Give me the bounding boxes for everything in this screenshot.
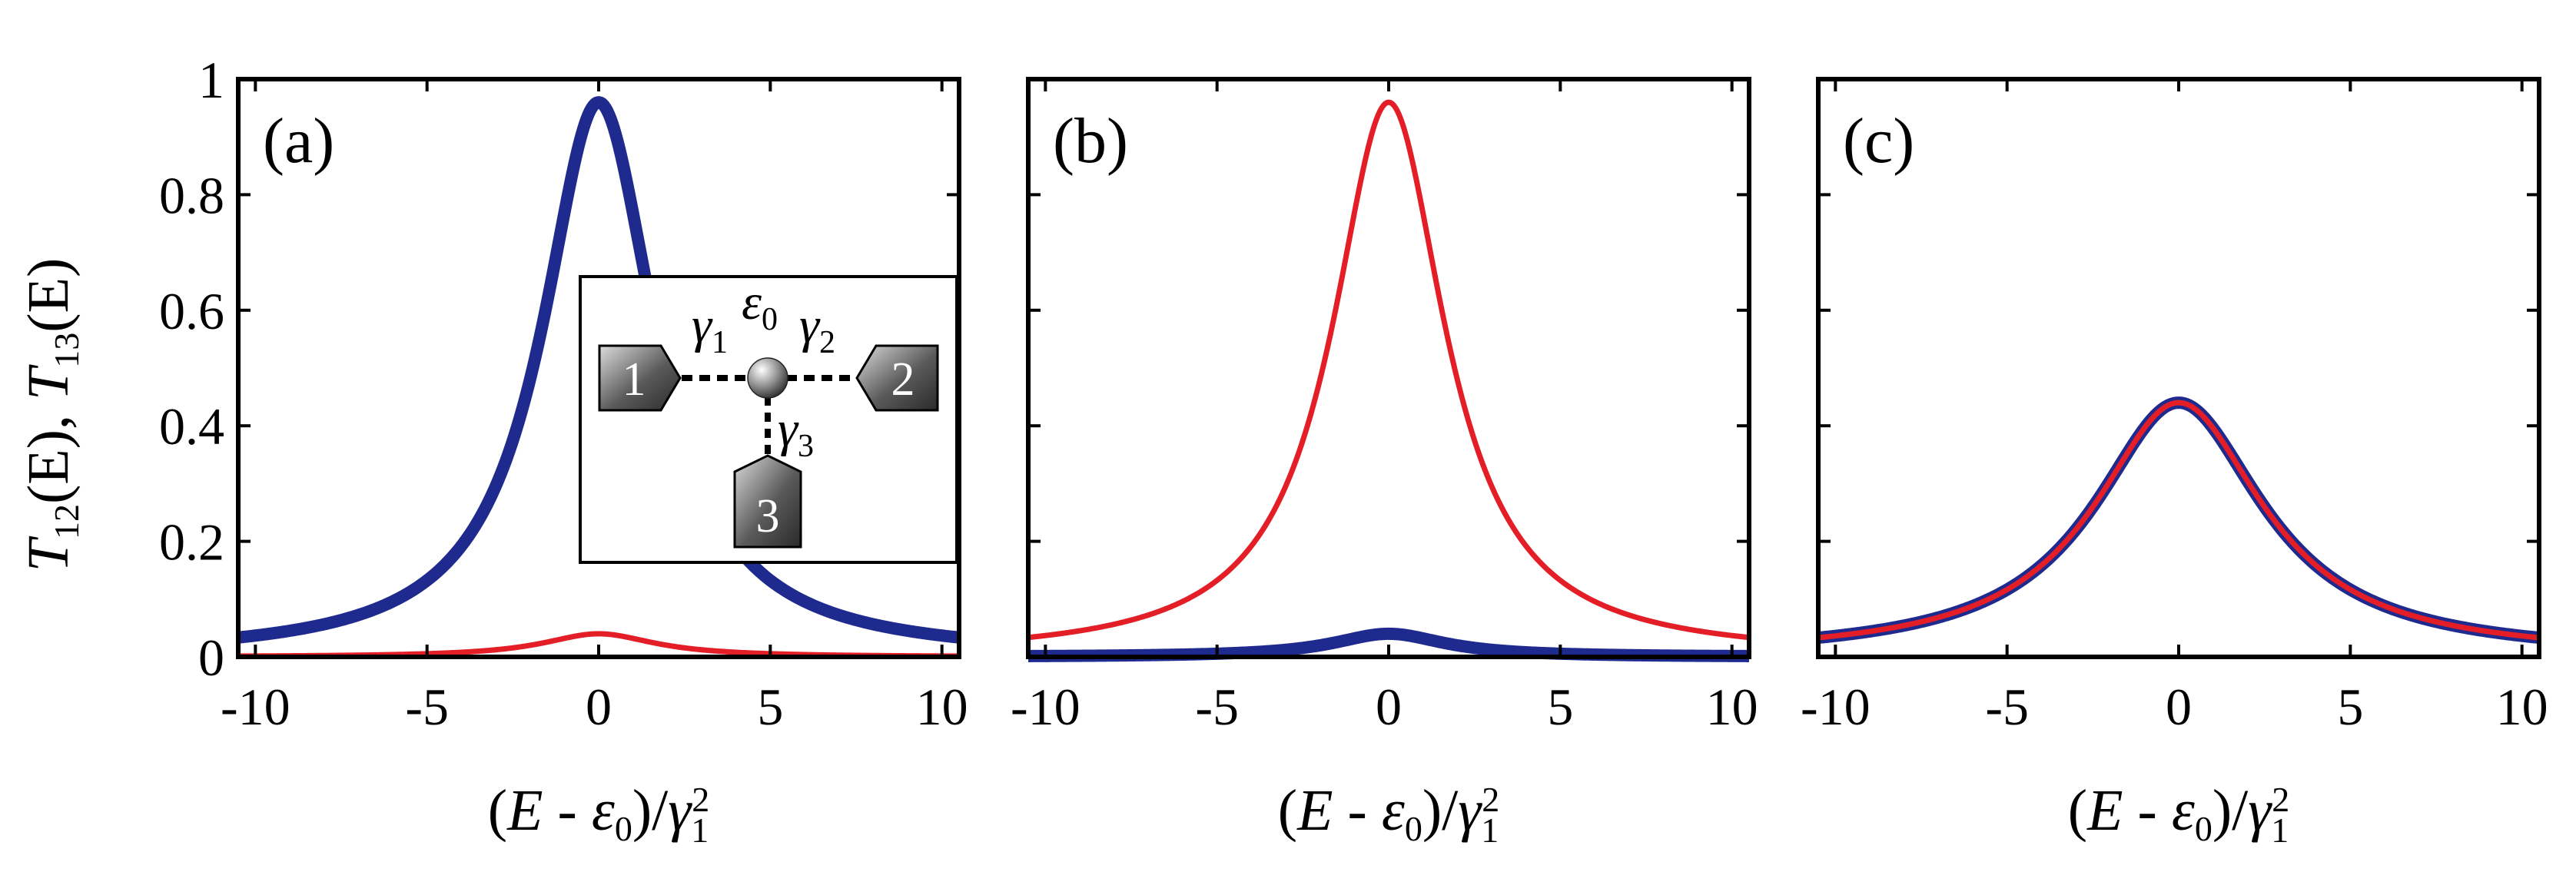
- y-tick-label: 0: [198, 628, 224, 687]
- lead-3-label: 3: [756, 490, 780, 542]
- x-tick-label: 5: [2337, 678, 2363, 736]
- lead-3-shape: [733, 454, 802, 549]
- x-axis-label: (E - ε0)/γ12: [2068, 778, 2289, 850]
- y-label-sep: ,: [16, 400, 81, 429]
- lead-1-label: 1: [622, 353, 646, 406]
- y-label-t12: T: [16, 535, 81, 572]
- epsilon-0-label: ε0: [742, 274, 778, 337]
- y-label-e2: (E): [16, 258, 81, 333]
- plot-frame: [1816, 77, 2541, 659]
- y-tick-label: 0.4: [159, 397, 224, 456]
- gamma-1-label: γ1: [692, 297, 728, 360]
- series-t12-line: [234, 96, 964, 644]
- y-tick-label: 0.2: [159, 513, 224, 572]
- y-axis-label: T12(E), T13(E): [16, 258, 86, 572]
- x-tick-label: -10: [1801, 678, 1871, 736]
- quantum-dot: [747, 357, 788, 399]
- x-tick-label: 10: [1706, 678, 1758, 736]
- x-tick-label: 5: [1547, 678, 1573, 736]
- x-tick-label: 0: [2166, 678, 2192, 736]
- panel-a: -10 -5 0 5 10 0 0.2 0.4 0.6 0.8 1 (a): [159, 51, 968, 736]
- y-tick-label: 0.8: [159, 166, 224, 224]
- series-t13-line: [1817, 400, 2541, 641]
- y-label-e1: (E): [16, 429, 81, 504]
- x-axis-label: (E - ε0)/γ12: [488, 778, 709, 850]
- x-tick-label: -5: [405, 678, 449, 736]
- lead-1-shape: [598, 344, 682, 412]
- x-tick-label: 0: [586, 678, 612, 736]
- svg-text:T12(E), T13(E): T12(E), T13(E): [16, 258, 86, 572]
- gamma-2-label: γ2: [799, 297, 835, 360]
- series-t13-line: [1027, 99, 1751, 641]
- plot-frame: [1026, 77, 1751, 659]
- y-label-sub13: 13: [47, 333, 86, 368]
- inset-schematic: 1 2 3 γ1 ε0 γ2 γ3: [579, 274, 958, 564]
- panel-label: (a): [263, 105, 334, 177]
- lead-2-shape: [855, 344, 939, 412]
- y-tick-label: 1: [198, 51, 224, 109]
- panel-c: -10 -5 0 5 10 (c): [1801, 77, 2548, 736]
- x-tick-label: 10: [916, 678, 968, 736]
- x-tick-label: -5: [1195, 678, 1239, 736]
- series-t12-line: [1814, 396, 2544, 644]
- panel-label: (b): [1053, 105, 1128, 177]
- x-tick-label: -10: [1011, 678, 1081, 736]
- x-tick-label: 5: [757, 678, 783, 736]
- panel-b: -10 -5 0 5 10 (b): [1011, 77, 1758, 736]
- lead-2-label: 2: [891, 353, 915, 406]
- x-tick-label: 10: [2496, 678, 2548, 736]
- y-label-sub12: 12: [47, 504, 86, 539]
- x-axis-label: (E - ε0)/γ12: [1278, 778, 1499, 850]
- panel-label: (c): [1843, 105, 1914, 177]
- x-tick-label: -10: [221, 678, 290, 736]
- x-axis-labels: (E - ε0)/γ12 (E - ε0)/γ12 (E - ε0)/γ12: [488, 778, 2289, 850]
- y-label-t13: T: [16, 364, 81, 400]
- y-tick-label: 0.6: [159, 282, 224, 340]
- x-tick-label: 0: [1376, 678, 1402, 736]
- x-tick-label: -5: [1985, 678, 2029, 736]
- gamma-3-label: γ3: [778, 401, 814, 464]
